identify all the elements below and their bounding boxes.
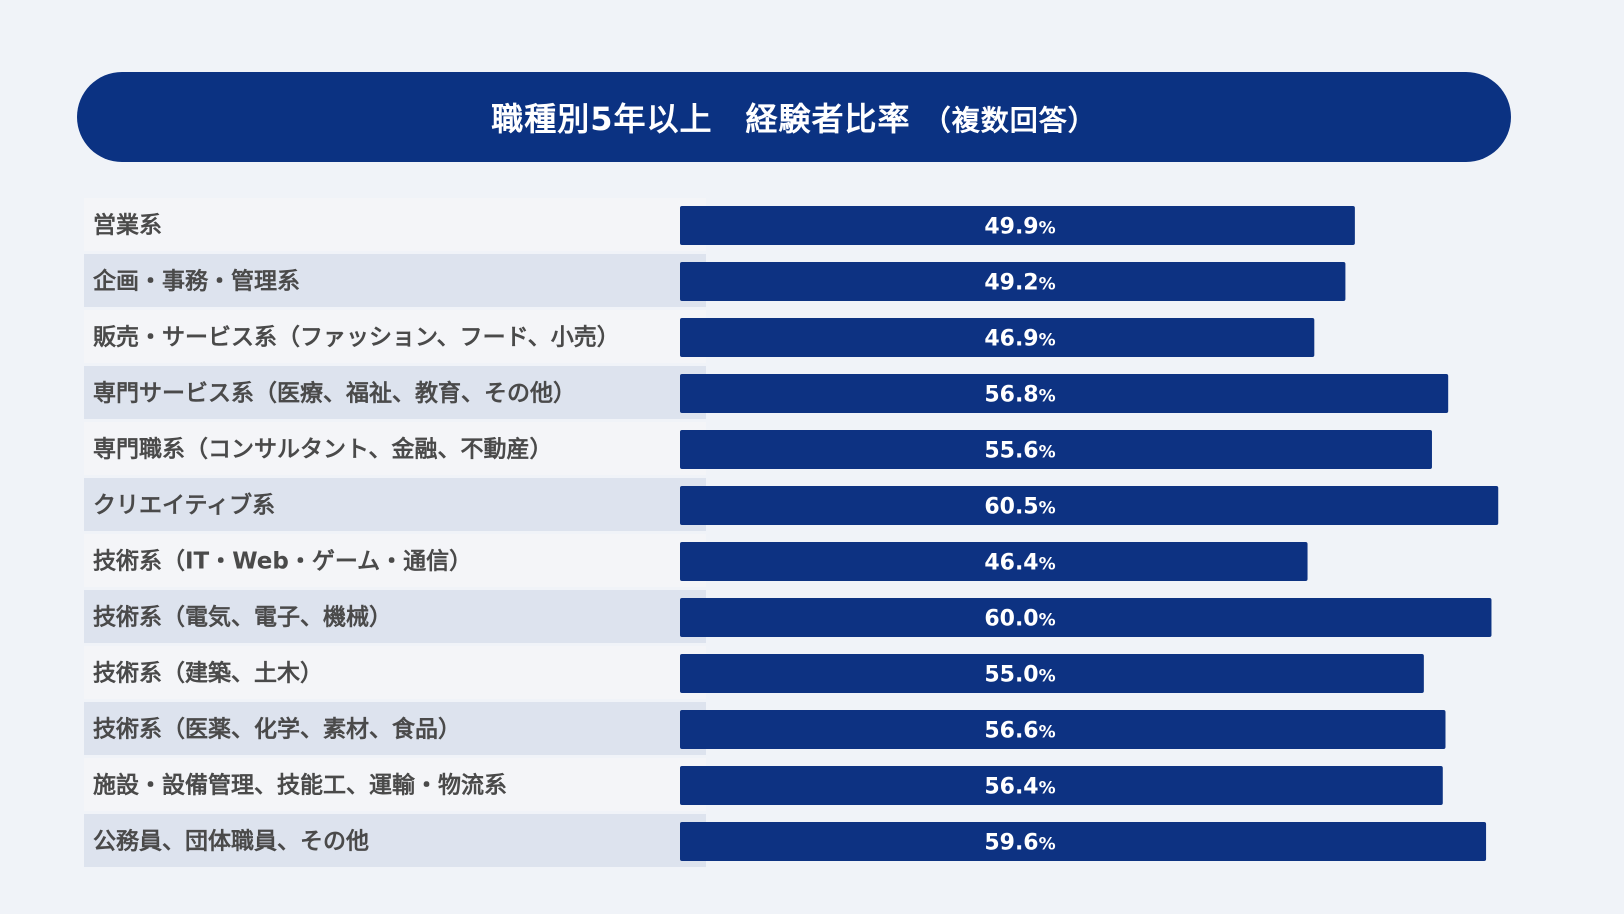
row-background bbox=[84, 478, 706, 531]
bar bbox=[680, 598, 1492, 637]
category-label: 企画・事務・管理系 bbox=[92, 268, 300, 295]
value-labels: 49.9% 49.2% 46.9% 56.8% 55.6% 60.5% 46.4% 60.0%… bbox=[984, 215, 1055, 856]
category-label: 技術系（建築、土木） bbox=[93, 660, 323, 687]
row-background bbox=[84, 814, 706, 867]
bar bbox=[680, 206, 1355, 245]
category-label: 専門サービス系（医療、福祉、教育、その他） bbox=[93, 380, 576, 407]
value-label: 60.0% bbox=[984, 607, 1055, 632]
category-label: 技術系（IT・Web・ゲーム・通信） bbox=[93, 548, 472, 575]
bar bbox=[680, 654, 1424, 693]
bars bbox=[680, 206, 1499, 861]
value-label: 60.5% bbox=[984, 495, 1055, 520]
category-label: 技術系（医薬、化学、素材、食品） bbox=[93, 716, 461, 743]
bar bbox=[680, 430, 1432, 469]
value-label: 49.9% bbox=[984, 215, 1055, 240]
row-backgrounds bbox=[84, 198, 706, 867]
row-background bbox=[84, 702, 706, 755]
row-background bbox=[84, 198, 706, 251]
row-background bbox=[84, 758, 706, 811]
category-label: 営業系 bbox=[93, 212, 162, 239]
value-label: 46.4% bbox=[984, 551, 1055, 576]
bar bbox=[680, 542, 1308, 581]
row-background bbox=[84, 646, 706, 699]
bar bbox=[680, 822, 1487, 861]
value-label: 49.2% bbox=[984, 271, 1055, 296]
chart-title-main: 職種別5年以上 経験者比率 bbox=[491, 100, 911, 138]
value-label: 59.6% bbox=[984, 831, 1055, 856]
category-label: クリエイティブ系 bbox=[93, 492, 275, 519]
category-label: 施設・設備管理、技能工、運輸・物流系 bbox=[93, 772, 507, 799]
value-label: 56.4% bbox=[984, 775, 1055, 800]
row-background bbox=[84, 590, 706, 643]
bar bbox=[680, 318, 1315, 357]
bar bbox=[680, 766, 1443, 805]
bar bbox=[680, 710, 1446, 749]
value-label: 55.0% bbox=[984, 663, 1055, 688]
row-background bbox=[84, 310, 706, 363]
category-label: 技術系（電気、電子、機械） bbox=[93, 604, 392, 631]
bar bbox=[680, 374, 1449, 413]
category-label: 公務員、団体職員、その他 bbox=[93, 828, 369, 855]
row-background bbox=[84, 366, 706, 419]
category-label: 販売・サービス系（ファッション、フード、小売） bbox=[93, 324, 620, 351]
value-label: 46.9% bbox=[984, 327, 1055, 352]
value-label: 56.6% bbox=[984, 719, 1055, 744]
chart-title: 職種別5年以上 経験者比率 （複数回答） bbox=[491, 94, 1096, 140]
row-background bbox=[84, 254, 706, 307]
bar bbox=[680, 262, 1346, 301]
value-label: 56.8% bbox=[984, 383, 1055, 408]
bar bbox=[680, 486, 1499, 525]
value-label: 55.6% bbox=[984, 439, 1055, 464]
chart-subtitle: （複数回答） bbox=[922, 104, 1097, 137]
row-background bbox=[84, 534, 706, 587]
category-label: 専門職系（コンサルタント、金融、不動産） bbox=[93, 436, 553, 463]
row-background bbox=[84, 422, 706, 475]
chart-title-banner: 職種別5年以上 経験者比率 （複数回答） bbox=[77, 72, 1511, 162]
